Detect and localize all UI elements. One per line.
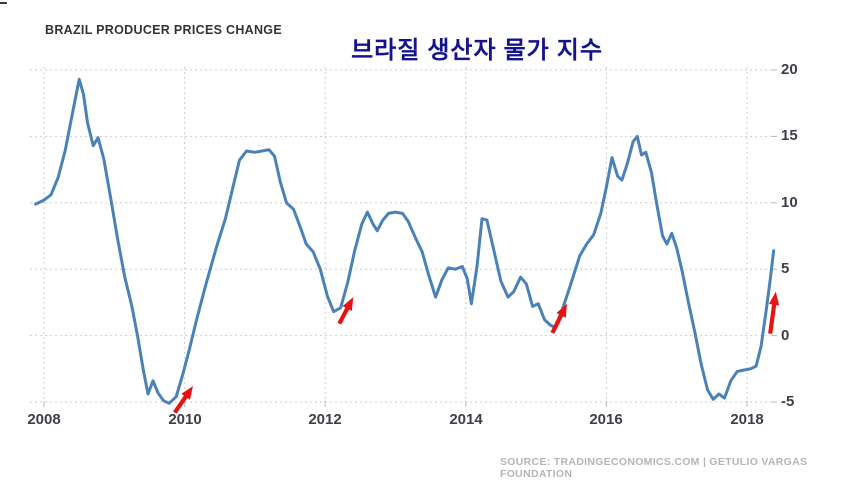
y-axis-label: -5	[781, 393, 795, 410]
source-attribution: SOURCE: TRADINGECONOMICS.COM | GETULIO V…	[500, 456, 808, 480]
up-arrow-head	[342, 297, 354, 311]
x-axis-label: 2014	[449, 411, 483, 428]
x-axis-label: 2010	[168, 411, 202, 428]
up-arrow-head	[181, 386, 193, 400]
tick-marks	[43, 69, 777, 407]
y-axis-label: 15	[781, 127, 798, 144]
y-axis-label: 0	[781, 327, 790, 344]
x-axis-label: 2018	[730, 411, 764, 428]
arrow-annotations	[173, 291, 780, 414]
up-arrow-head	[556, 303, 567, 318]
chart-title: BRAZIL PRODUCER PRICES CHANGE	[45, 23, 282, 37]
up-arrow-stem	[173, 393, 189, 414]
gridlines	[30, 67, 772, 403]
up-arrow-stem	[768, 302, 777, 334]
y-axis-label: 5	[781, 260, 790, 277]
producer-prices-line	[34, 77, 776, 405]
up-arrow-stem	[550, 312, 564, 334]
y-axis-label: 10	[781, 194, 798, 211]
x-axis-label: 2016	[589, 411, 623, 428]
corner-artifact-dash	[0, 2, 7, 4]
y-axis-label: 20	[781, 61, 798, 78]
x-axis-label: 2012	[308, 411, 342, 428]
up-arrow-head	[768, 291, 780, 306]
x-axis-label: 2008	[27, 411, 61, 428]
up-arrow-stem	[337, 305, 351, 325]
korean-subtitle: 브라질 생산자 물가 지수	[351, 38, 603, 64]
